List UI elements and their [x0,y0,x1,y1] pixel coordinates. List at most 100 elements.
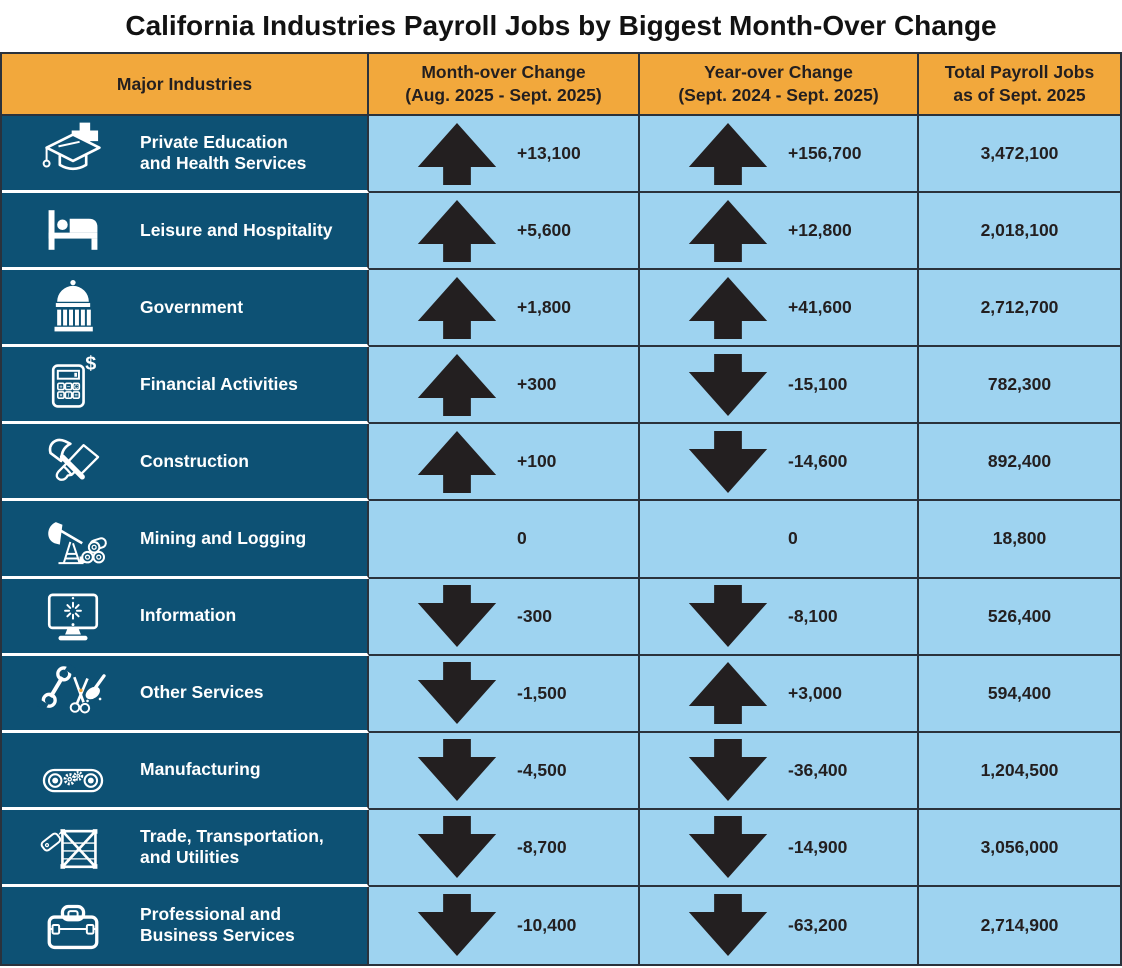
year-change-cell: -14,600 [640,424,919,502]
industry-cell: Financial Activities [2,347,369,425]
total-cell: 3,056,000 [919,809,1120,887]
year-change-value: +41,600 [788,297,852,318]
industry-label: Leisure and Hospitality [140,219,333,240]
arrow-slot [684,354,772,416]
header-line: Year-over Change [704,62,853,83]
header-line: Major Industries [116,73,253,94]
year-change-cell: -14,900 [640,809,919,887]
month-change-value: 0 [517,528,527,549]
industry-label: Manufacturing [140,759,261,780]
total-value: 526,400 [987,605,1052,626]
month-change-cell: +100 [369,424,640,502]
month-change-cell: +5,600 [369,193,640,271]
month-change-value: +13,100 [517,143,581,164]
total-value: 2,714,900 [980,914,1059,935]
industry-icon-box [14,814,132,880]
industry-cell: Manufacturing [2,732,369,810]
month-change-value: -10,400 [517,914,577,935]
arrow-slot [413,816,501,878]
pumpjack-icon [35,505,111,571]
up-arrow-icon [414,431,500,493]
total-value: 2,712,700 [980,297,1059,318]
industry-cell: Private Education and Health Services [2,116,369,194]
down-arrow-icon [414,739,500,801]
total-value: 892,400 [987,451,1052,472]
year-change-value: -14,600 [788,451,848,472]
header-subline: as of Sept. 2025 [953,85,1086,105]
conveyor-icon [35,737,111,803]
header-subline: (Aug. 2025 - Sept. 2025) [405,85,602,105]
month-change-value: -4,500 [517,759,567,780]
year-change-cell: +156,700 [640,116,919,194]
month-change-cell: +300 [369,347,640,425]
industry-cell: Professional and Business Services [2,886,369,964]
arrow-slot [413,277,501,339]
month-change-cell: -8,700 [369,809,640,887]
industry-icon-box [14,428,132,494]
month-change-value: +100 [517,451,557,472]
month-change-cell: +1,800 [369,270,640,348]
header-year-over-change: Year-over Change (Sept. 2024 - Sept. 202… [640,54,919,116]
total-cell: 2,714,900 [919,886,1120,964]
down-arrow-icon [685,431,771,493]
arrow-slot [684,123,772,185]
up-arrow-icon [414,200,500,262]
industry-icon-box [14,120,132,186]
industry-icon-box [14,892,132,958]
arrow-slot [413,894,501,956]
month-change-cell: -4,500 [369,732,640,810]
down-arrow-icon [685,894,771,956]
down-arrow-icon [414,816,500,878]
month-change-value: -1,500 [517,682,567,703]
month-change-value: +5,600 [517,220,572,241]
header-major-industries: Major Industries [2,54,369,116]
industry-icon-box [14,660,132,726]
month-change-cell: 0 [369,501,640,579]
industry-cell: Construction [2,424,369,502]
industry-label: Other Services [140,682,264,703]
up-arrow-icon [414,277,500,339]
total-cell: 2,018,100 [919,193,1120,271]
total-cell: 3,472,100 [919,116,1120,194]
year-change-cell: +3,000 [640,655,919,733]
up-arrow-icon [685,277,771,339]
services-icon [35,660,111,726]
total-cell: 782,300 [919,347,1120,425]
up-arrow-icon [414,354,500,416]
total-value: 594,400 [987,682,1052,703]
total-cell: 594,400 [919,655,1120,733]
year-change-cell: -15,100 [640,347,919,425]
header-total-payroll-jobs: Total Payroll Jobs as of Sept. 2025 [919,54,1120,116]
year-change-value: -36,400 [788,759,848,780]
arrow-slot [684,816,772,878]
arrow-slot [413,662,501,724]
year-change-cell: -36,400 [640,732,919,810]
year-change-value: +3,000 [788,682,843,703]
up-arrow-icon [685,123,771,185]
year-change-value: +156,700 [788,143,862,164]
education-health-icon [35,120,111,186]
down-arrow-icon [685,585,771,647]
month-change-value: -300 [517,605,553,626]
total-value: 1,204,500 [980,759,1059,780]
total-cell: 526,400 [919,578,1120,656]
arrow-slot [413,123,501,185]
industry-cell: Trade, Transportation, and Utilities [2,809,369,887]
total-value: 3,472,100 [980,143,1059,164]
industry-icon-box [14,274,132,340]
up-arrow-icon [685,662,771,724]
total-value: 2,018,100 [980,220,1059,241]
arrow-slot [413,585,501,647]
toolbox-icon [35,892,111,958]
down-arrow-icon [414,662,500,724]
arrow-slot [684,739,772,801]
down-arrow-icon [685,354,771,416]
industry-label: Construction [140,450,249,471]
industry-icon-box [14,737,132,803]
industry-label: Financial Activities [140,373,298,394]
down-arrow-icon [414,585,500,647]
arrow-slot [684,200,772,262]
up-arrow-icon [685,200,771,262]
month-change-cell: -300 [369,578,640,656]
